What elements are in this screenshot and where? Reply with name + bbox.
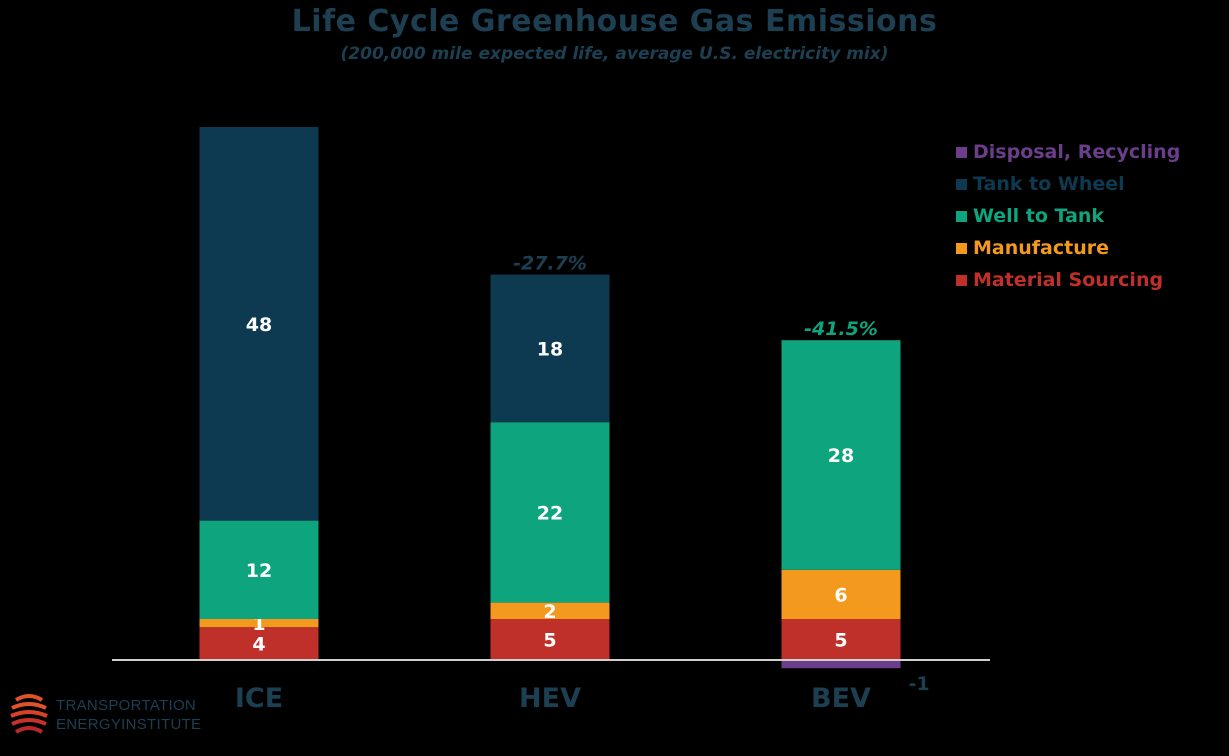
bar-bev-manufacture	[781, 569, 901, 619]
bar-ice-manufacture	[199, 619, 319, 628]
data-label-ice-tank-to-wheel: 48	[246, 314, 272, 336]
x-tick-label-ice: ICE	[235, 683, 283, 714]
data-label-hev-material-sourcing: 5	[543, 630, 556, 652]
legend-item-manufacture: Manufacture	[956, 232, 1180, 264]
data-label-bev-well-to-tank: 28	[828, 445, 854, 467]
logo-line-1: TRANSPORTATION	[56, 697, 197, 714]
bar-hev-material-sourcing	[490, 619, 610, 660]
legend-label-well-to-tank: Well to Tank	[973, 205, 1105, 227]
chart-title: Life Cycle Greenhouse Gas Emissions	[291, 4, 938, 39]
legend-label-tank-to-wheel: Tank to Wheel	[973, 173, 1125, 195]
annotation-hev: -27.7%	[513, 253, 587, 275]
bar-bev-well-to-tank	[781, 340, 901, 570]
x-tick-label-bev: BEV	[811, 683, 871, 714]
legend-item-disposal-recycling: Disposal, Recycling	[956, 136, 1180, 168]
bar-hev-tank-to-wheel	[490, 274, 610, 423]
bar-hev-well-to-tank	[490, 422, 610, 603]
legend-swatch-disposal-recycling	[956, 146, 967, 158]
legend-swatch-tank-to-wheel	[956, 178, 967, 190]
data-label-hev-well-to-tank: 22	[537, 502, 563, 524]
tei-logo: TRANSPORTATION ENERGYINSTITUTE	[10, 692, 201, 738]
legend-swatch-material-sourcing	[956, 274, 967, 286]
bar-bev-disposal-recycling	[781, 660, 901, 669]
legend-swatch-manufacture	[956, 242, 967, 254]
data-label-ice-well-to-tank: 12	[246, 560, 272, 582]
legend-swatch-well-to-tank	[956, 210, 967, 222]
legend-item-well-to-tank: Well to Tank	[956, 200, 1180, 232]
bar-bev-material-sourcing	[781, 619, 901, 660]
data-label-hev-manufacture: 2	[543, 601, 556, 623]
data-label-bev-manufacture: 6	[834, 584, 847, 606]
chart-subtitle: (200,000 mile expected life, average U.S…	[340, 44, 889, 64]
data-label-ice-material-sourcing: 4	[252, 634, 265, 656]
x-tick-label-hev: HEV	[519, 683, 581, 714]
data-label-hev-tank-to-wheel: 18	[537, 338, 563, 360]
bar-ice-tank-to-wheel	[199, 127, 319, 521]
globe-stripes-icon	[10, 694, 48, 734]
bar-ice-well-to-tank	[199, 520, 319, 619]
chart-legend: Disposal, Recycling Tank to Wheel Well to …	[956, 136, 1180, 296]
legend-item-tank-to-wheel: Tank to Wheel	[956, 168, 1180, 200]
data-label-bev-disposal-recycling: -1	[909, 673, 930, 695]
legend-item-material-sourcing: Material Sourcing	[956, 264, 1180, 296]
legend-label-manufacture: Manufacture	[973, 237, 1109, 259]
legend-label-material-sourcing: Material Sourcing	[973, 269, 1164, 291]
bar-hev-manufacture	[490, 602, 610, 619]
logo-line-2: ENERGYINSTITUTE	[56, 716, 202, 733]
annotation-bev: -41.5%	[804, 318, 878, 340]
bar-ice-material-sourcing	[199, 627, 319, 660]
data-label-bev-material-sourcing: 5	[834, 630, 847, 652]
legend-label-disposal-recycling: Disposal, Recycling	[973, 141, 1181, 163]
